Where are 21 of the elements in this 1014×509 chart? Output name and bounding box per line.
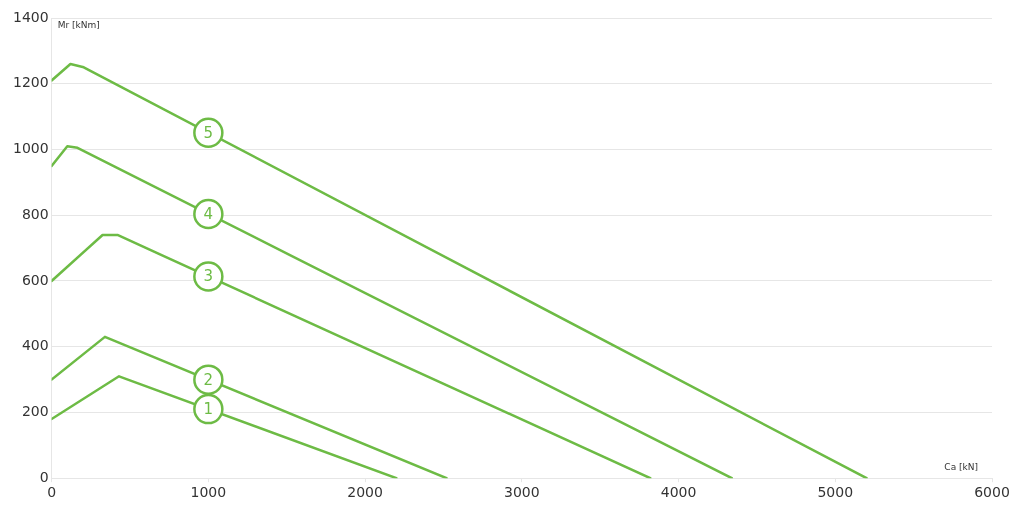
x-tick-label: 4000 xyxy=(660,484,697,501)
legend-label: 1 xyxy=(203,400,214,418)
y-tick-label: 600 xyxy=(21,271,49,288)
y-tick-label: 400 xyxy=(21,337,49,354)
series-label: 2 xyxy=(203,370,214,389)
y-tick-label: 0 xyxy=(39,468,49,485)
x-tick-label: 5000 xyxy=(817,484,854,501)
series-label: 4 xyxy=(203,204,214,223)
y-axis-title: Mr [kNm] xyxy=(57,20,100,31)
series-label: 5 xyxy=(203,123,214,142)
y-tick-label: 800 xyxy=(21,205,49,222)
x-tick-label: 2000 xyxy=(347,484,383,501)
x-tick-label: 1000 xyxy=(190,484,227,501)
y-tick-label: 1200 xyxy=(12,74,49,91)
y-tick-label: 200 xyxy=(21,403,49,420)
x-axis-title: Ca [kN] xyxy=(944,462,978,473)
y-tick-label: 1400 xyxy=(12,8,49,25)
y-tick-label: 1000 xyxy=(12,140,49,157)
x-tick-label: 3000 xyxy=(503,484,540,501)
series-label: 3 xyxy=(203,267,214,286)
x-tick-label: 6000 xyxy=(974,484,1010,501)
